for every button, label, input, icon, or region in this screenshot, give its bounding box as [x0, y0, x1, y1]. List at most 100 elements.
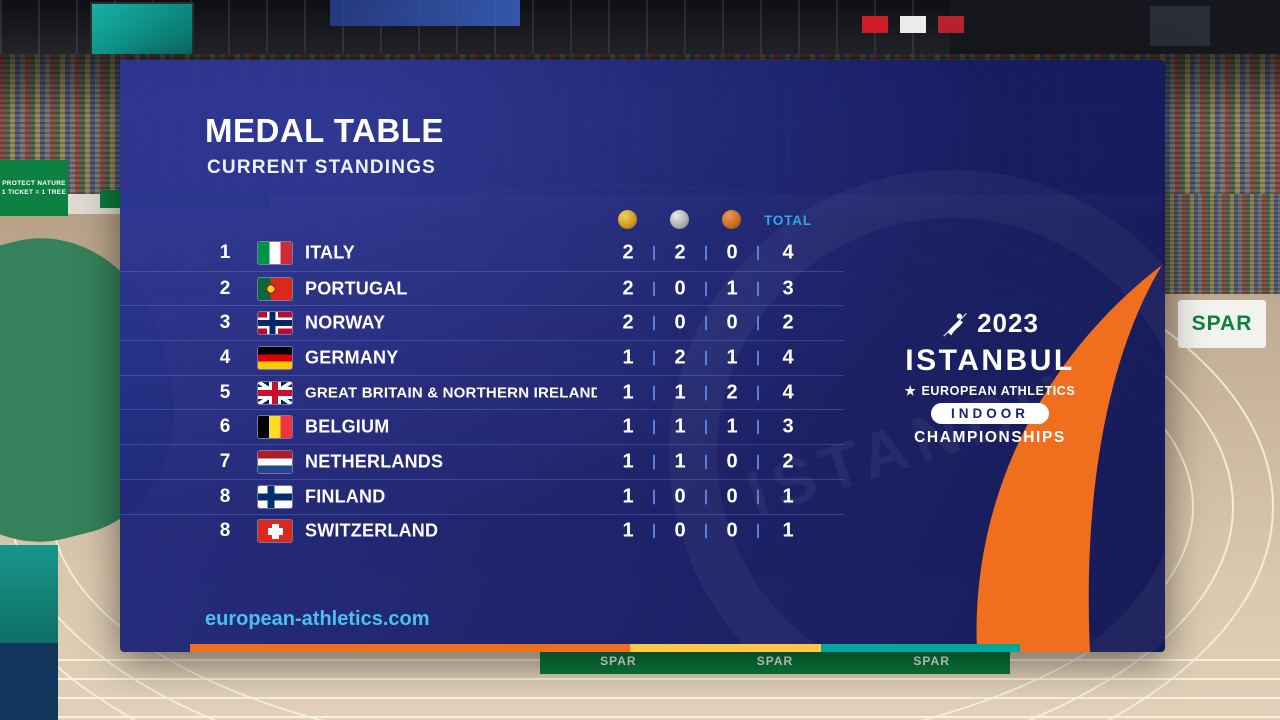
- silver-count: 1: [674, 415, 686, 438]
- silver-medal-icon: [670, 210, 689, 229]
- table-row: 8 FINLAND 1 0 0 1: [120, 478, 844, 514]
- bronze-count: 0: [726, 311, 738, 334]
- logo-federation-label: EUROPEAN ATHLETICS: [921, 383, 1076, 398]
- rank: 5: [219, 381, 231, 403]
- gold-medal-icon: [618, 210, 637, 229]
- rank: 1: [219, 242, 231, 264]
- jumbotron-screen: [90, 2, 194, 56]
- column-divider: [653, 454, 655, 470]
- flag-gb-icon: [258, 381, 292, 404]
- column-divider: [757, 281, 759, 297]
- bronze-count: 1: [726, 415, 738, 438]
- grandstand-seats-right: [1162, 194, 1280, 294]
- flag-pt-icon: [258, 277, 292, 300]
- website-url: european-athletics.com: [205, 608, 430, 630]
- flag-it-icon: [258, 242, 292, 265]
- total-count: 2: [782, 450, 794, 473]
- flag-no-icon: [258, 312, 292, 335]
- country-name: GREAT BRITAIN & NORTHERN IRELAND: [305, 384, 597, 402]
- teal-barrier: [0, 545, 58, 645]
- gold-count: 1: [622, 519, 634, 542]
- logo-championships: CHAMPIONSHIPS: [914, 429, 1066, 446]
- bronze-count: 0: [726, 450, 738, 473]
- total-count: 1: [782, 485, 794, 508]
- silver-count: 0: [674, 485, 686, 508]
- gold-count: 1: [622, 346, 634, 369]
- scoreboard-screen: [330, 0, 520, 26]
- logo-city: ISTANBUL: [905, 344, 1075, 377]
- column-divider: [757, 385, 759, 401]
- column-divider: [757, 489, 759, 505]
- total-count: 2: [782, 311, 794, 334]
- column-divider: [757, 350, 759, 366]
- tv-camera: [1150, 6, 1210, 46]
- column-divider: [653, 385, 655, 401]
- silver-count: 1: [674, 381, 686, 404]
- bronze-count: 2: [726, 381, 738, 404]
- silver-count: 0: [674, 277, 686, 300]
- silver-count: 0: [674, 311, 686, 334]
- column-divider: [705, 315, 707, 331]
- table-row: 1 ITALY 2 2 0 4: [120, 236, 844, 271]
- spar-sign: SPAR: [1178, 300, 1266, 348]
- rank: 6: [219, 416, 231, 438]
- gold-count: 2: [622, 311, 634, 334]
- bronze-count: 1: [726, 277, 738, 300]
- eco-banner: PROTECT NATURE 1 TICKET = 1 TREE: [0, 160, 68, 216]
- column-divider: [653, 315, 655, 331]
- column-divider: [757, 454, 759, 470]
- flag-nl-icon: [258, 450, 292, 473]
- total-count: 4: [782, 381, 794, 404]
- rank: 3: [219, 312, 231, 334]
- panel-subtitle: CURRENT STANDINGS: [207, 157, 437, 178]
- gold-count: 1: [622, 381, 634, 404]
- pole-vaulter-icon: [943, 312, 967, 337]
- silver-count: 1: [674, 450, 686, 473]
- ad-board-row: SPAR SPAR SPAR: [540, 648, 1010, 674]
- column-divider: [653, 419, 655, 435]
- column-divider: [705, 489, 707, 505]
- gold-count: 1: [622, 450, 634, 473]
- blue-barrier: [0, 643, 58, 720]
- column-divider: [653, 350, 655, 366]
- flag-ch-icon: [258, 520, 292, 543]
- flag-be-icon: [258, 416, 292, 439]
- brand-stripe: [190, 644, 1020, 652]
- table-row: 7 NETHERLANDS 1 1 0 2: [120, 444, 844, 479]
- table-row: 3 NORWAY 2 0 0 2: [120, 305, 844, 340]
- column-divider: [653, 523, 655, 539]
- camera-platform: [950, 0, 1280, 56]
- star-icon: ★: [904, 384, 917, 398]
- table-header: TOTAL: [120, 208, 840, 232]
- logo-federation: ★ EUROPEAN ATHLETICS: [904, 383, 1076, 399]
- country-name: PORTUGAL: [305, 278, 408, 299]
- bronze-count: 0: [726, 485, 738, 508]
- country-name: FINLAND: [305, 486, 386, 507]
- country-name: ITALY: [305, 242, 356, 263]
- total-count: 3: [782, 277, 794, 300]
- medal-table-panel: ISTANBUL MEDAL TABLE CURRENT STANDINGS T…: [120, 60, 1165, 652]
- bronze-count: 0: [726, 519, 738, 542]
- logo-indoor-badge: INDOOR: [931, 403, 1049, 424]
- total-count: 4: [782, 241, 794, 264]
- hanging-flag: [900, 16, 926, 33]
- gold-count: 1: [622, 485, 634, 508]
- column-divider: [705, 454, 707, 470]
- column-divider: [757, 315, 759, 331]
- rank: 8: [219, 520, 231, 542]
- column-divider: [705, 350, 707, 366]
- column-divider: [757, 245, 759, 261]
- total-count: 4: [782, 346, 794, 369]
- bronze-count: 0: [726, 241, 738, 264]
- eco-banner-line2: 1 TICKET = 1 TREE: [1, 189, 67, 196]
- hanging-flag: [938, 16, 964, 33]
- flag-fi-icon: [258, 485, 292, 508]
- gold-count: 2: [622, 277, 634, 300]
- country-name: BELGIUM: [305, 416, 390, 437]
- table-row: 4 GERMANY 1 2 1 4: [120, 340, 844, 375]
- column-divider: [653, 281, 655, 297]
- silver-count: 2: [674, 241, 686, 264]
- event-logo: 2023 ISTANBUL ★ EUROPEAN ATHLETICS INDOO…: [880, 308, 1100, 447]
- table-row: 5 GREAT BRITAIN & NORTHERN IRELAND 1 1 2 4: [120, 374, 844, 410]
